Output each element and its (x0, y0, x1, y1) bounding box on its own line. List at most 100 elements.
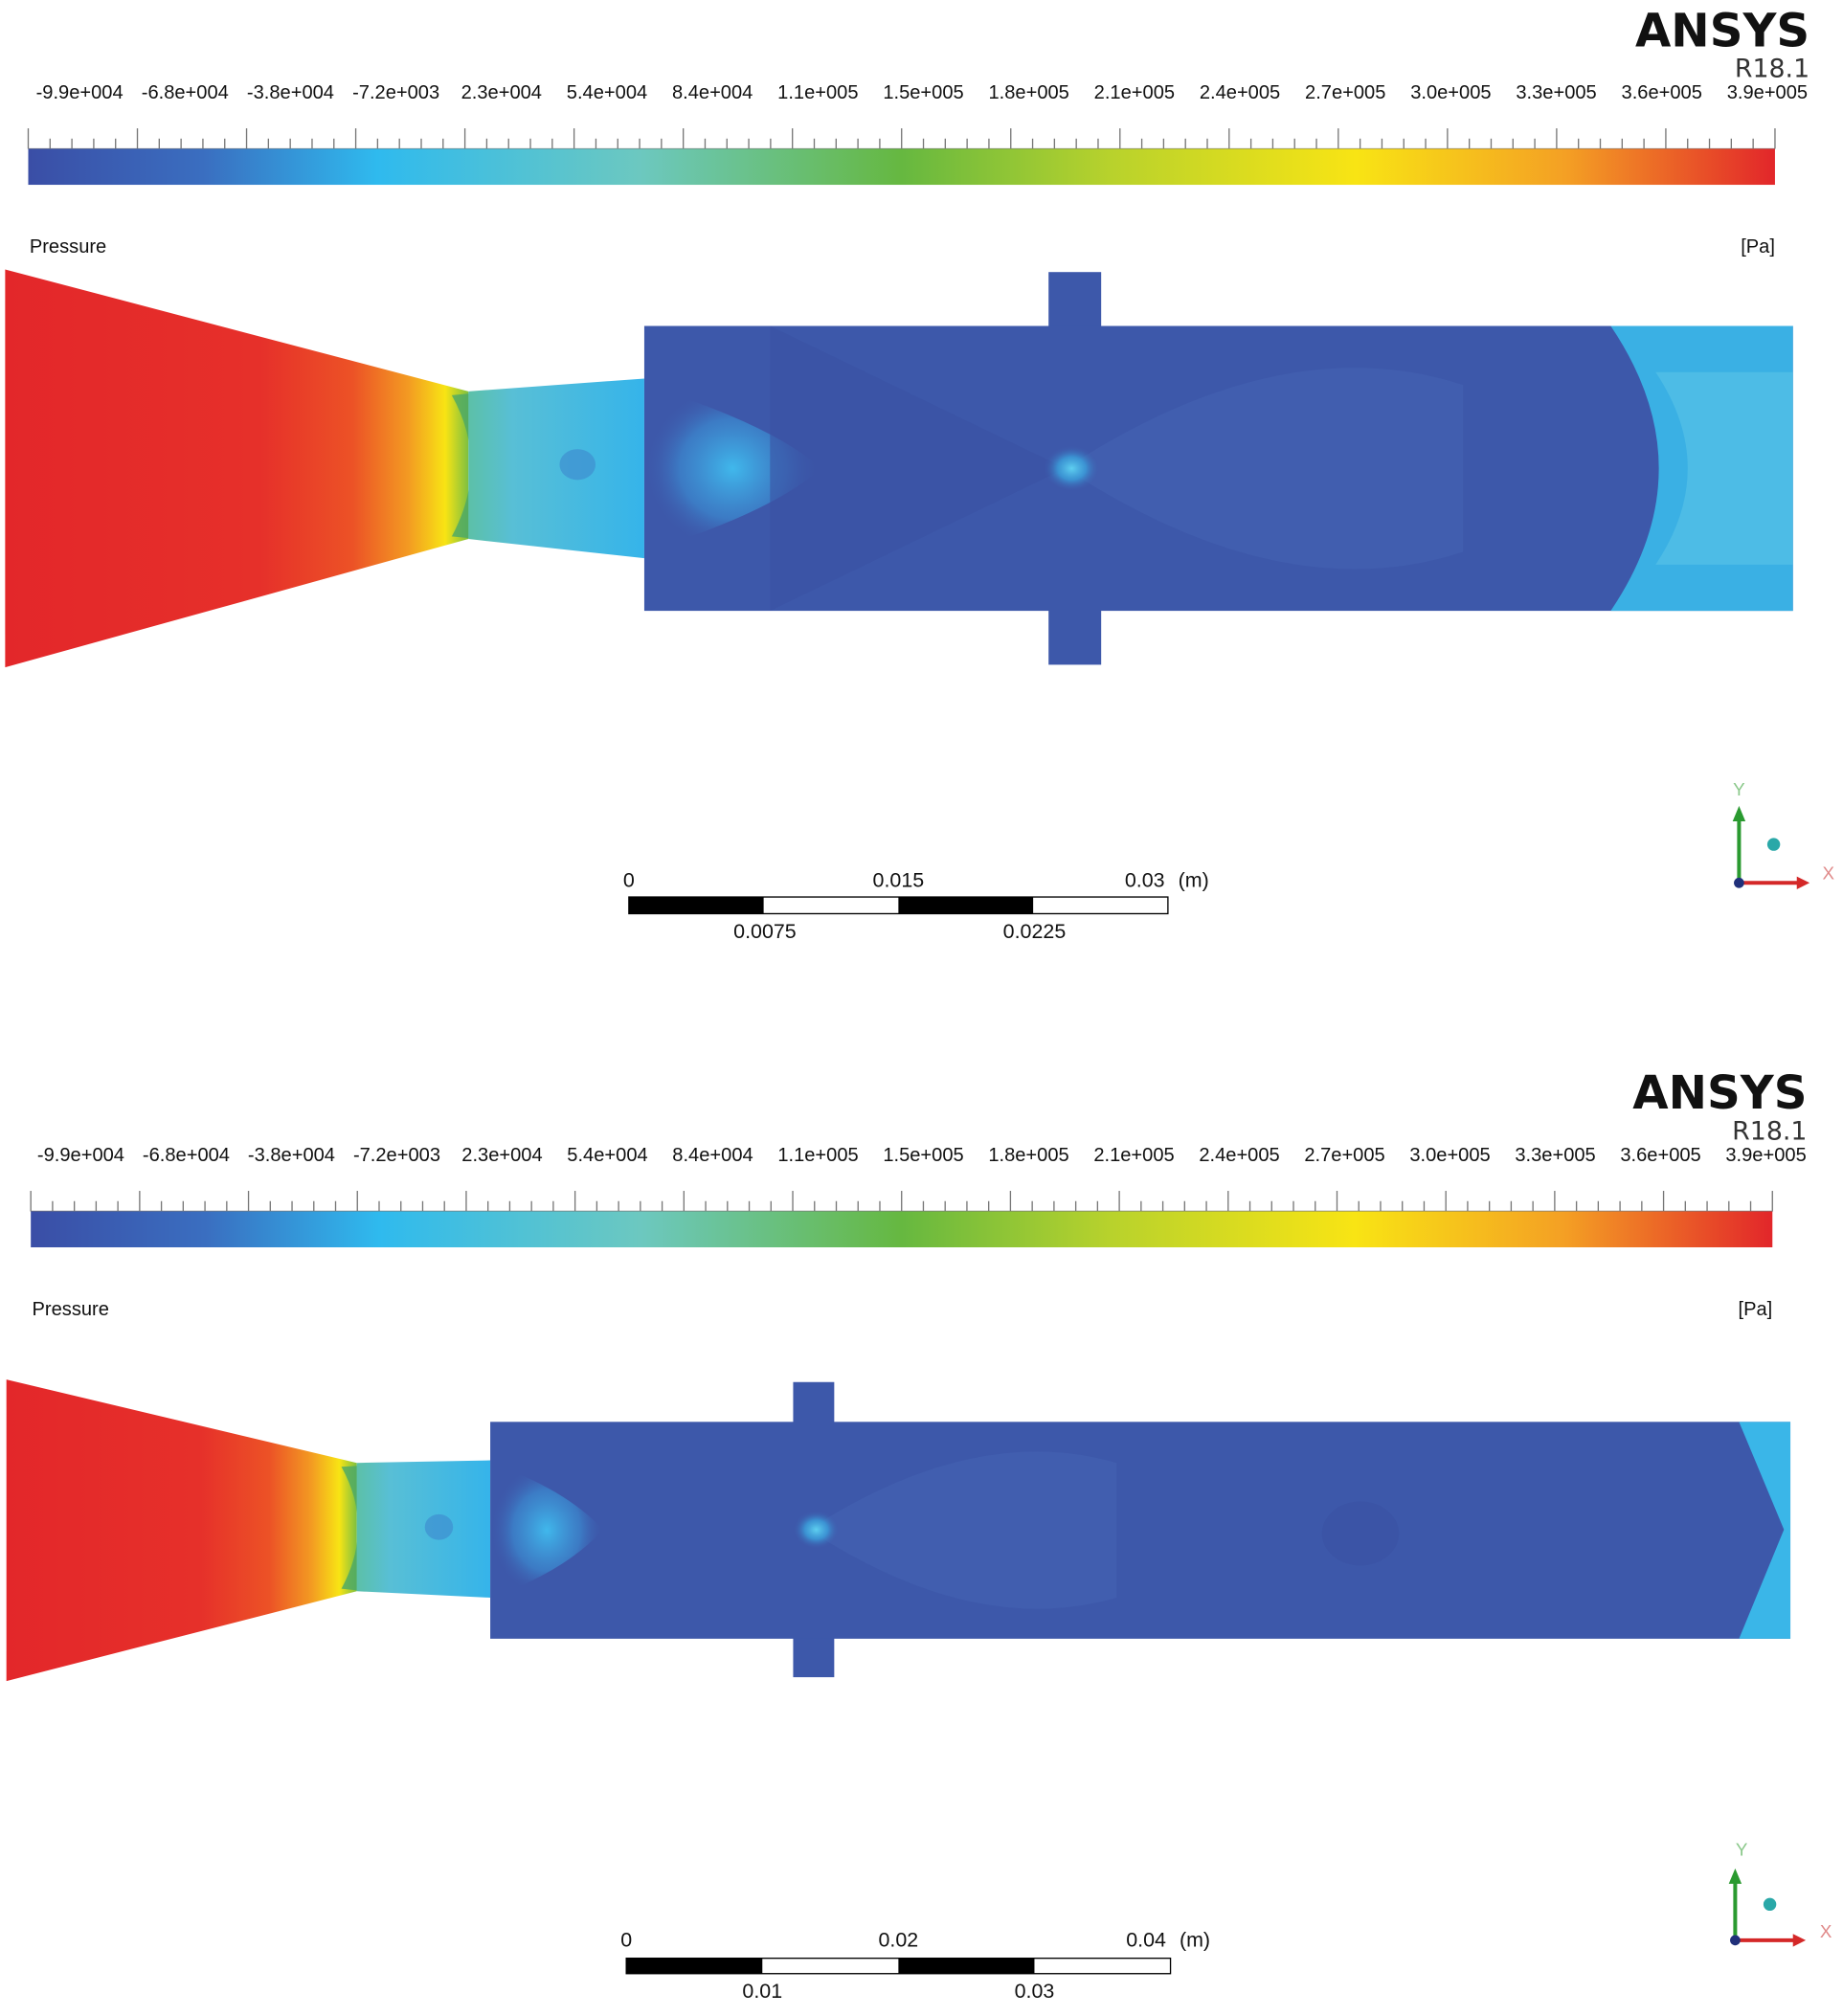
legend-label: 1.1e+005 (777, 82, 858, 103)
shape-path (643, 385, 821, 552)
shape-polygon (1728, 1868, 1742, 1884)
shape-circle (1730, 1935, 1741, 1946)
axis-label: Y (1733, 779, 1745, 799)
shape-polygon (5, 269, 469, 668)
legend-label: 2.1e+005 (1093, 1145, 1174, 1166)
shape-rect (490, 1422, 1791, 1639)
scale-bar: 0 0.02 0.04 (m) 0.01 0.03 (620, 1929, 1210, 2004)
shape-rect (898, 897, 1034, 914)
shape-polygon (6, 1379, 357, 1682)
scale-label: 0.02 (879, 1929, 919, 1952)
scale-label: 0 (623, 868, 635, 891)
legend-label: -6.8e+004 (143, 1145, 230, 1166)
legend-label: 5.4e+004 (567, 1145, 647, 1166)
contour-panel: ANSYS R18.1 -9.9e+004 -6.8e+004 -3.8e+004-… (6, 1066, 1832, 2004)
legend-label: 3.3e+005 (1516, 82, 1596, 103)
pressure-field (6, 1379, 1791, 1682)
legend-label: 1.5e+005 (883, 82, 963, 103)
logo: ANSYS (1632, 1066, 1807, 1120)
legend-label: 1.5e+005 (883, 1145, 963, 1166)
scale-label: 0.01 (742, 1980, 782, 2003)
shape-path (1655, 371, 1793, 565)
version: R18.1 (1735, 54, 1809, 83)
legend: -9.9e+004 -6.8e+004 -3.8e+004 -7.2e+003 2.3e… (27, 82, 1808, 186)
legend-label: 3.0e+005 (1410, 82, 1491, 103)
legend-label: 5.4e+004 (567, 82, 647, 103)
axis-triad: Y X (1728, 1839, 1832, 1947)
legend-label: 2.3e+004 (461, 1145, 542, 1166)
shape-ellipse (424, 1513, 454, 1540)
legend-label: -6.8e+004 (142, 82, 229, 103)
shape-polygon (468, 378, 644, 559)
scale-bar: 0 0.015 0.03 (m) 0.0075 0.0225 (623, 868, 1209, 943)
scale-unit: (m) (1180, 1929, 1210, 1952)
colorbar (31, 1211, 1773, 1248)
axis-label: Y (1736, 1839, 1748, 1859)
legend: -9.9e+004 -6.8e+004 -3.8e+004 -7.2e+003 2.3e… (30, 1145, 1807, 1248)
axis-label: X (1823, 862, 1835, 883)
legend-label: 3.9e+005 (1727, 82, 1808, 103)
scale-label: 0.0225 (1003, 920, 1067, 943)
shape-rect (898, 1958, 1035, 1974)
legend-label: 2.1e+005 (1094, 82, 1175, 103)
scale-label: 0.03 (1015, 1980, 1055, 2003)
contour-panel: ANSYS R18.1 -9.9e+004 -6.8e+004 -3.8e+004-… (5, 4, 1835, 943)
axis-triad: Y X (1732, 779, 1835, 890)
version: R18.1 (1732, 1116, 1807, 1146)
shape-circle (1763, 1897, 1777, 1912)
pressure-field (5, 269, 1793, 668)
legend-label: 2.4e+005 (1199, 1145, 1279, 1166)
colorbar (28, 148, 1775, 186)
scale-label: 0.0075 (733, 920, 797, 943)
legend-label: 3.6e+005 (1622, 82, 1702, 103)
legend-unit: [Pa] (1739, 1299, 1773, 1320)
shape-path (1739, 1422, 1791, 1639)
legend-label: -7.2e+003 (352, 82, 439, 103)
legend-title: Pressure (30, 236, 106, 258)
shape-ellipse (793, 1510, 840, 1550)
legend-title: Pressure (33, 1299, 109, 1320)
shape-circle (1734, 877, 1744, 888)
legend-label: 8.4e+004 (672, 1145, 753, 1166)
shape-rect (628, 897, 764, 914)
legend-label: -3.8e+004 (248, 1145, 335, 1166)
shape-polygon (1792, 1934, 1807, 1947)
legend-unit: [Pa] (1741, 236, 1775, 258)
scale-label: 0.03 (1125, 868, 1165, 891)
legend-label: 1.1e+005 (777, 1145, 858, 1166)
shape-rect (626, 1958, 763, 1974)
legend-label: 8.4e+004 (672, 82, 753, 103)
legend-label: 3.0e+005 (1409, 1145, 1490, 1166)
scale-unit: (m) (1179, 868, 1209, 891)
shape-ellipse (1321, 1501, 1400, 1566)
legend-label: 2.7e+005 (1305, 82, 1385, 103)
legend-label: -7.2e+003 (353, 1145, 440, 1166)
shape-ellipse (1043, 445, 1100, 492)
legend-label: 2.4e+005 (1200, 82, 1280, 103)
legend-label: -9.9e+004 (36, 82, 124, 103)
scale-label: 0.04 (1126, 1929, 1166, 1952)
scale-label: 0 (620, 1929, 632, 1952)
shape-polygon (1732, 805, 1746, 821)
legend-label: 3.3e+005 (1515, 1145, 1595, 1166)
legend-label: 1.8e+005 (988, 1145, 1068, 1166)
shape-path (770, 325, 1066, 612)
legend-label: -9.9e+004 (37, 1145, 124, 1166)
shape-path (1065, 368, 1464, 570)
legend-label: 2.7e+005 (1304, 1145, 1384, 1166)
shape-path (808, 1451, 1117, 1609)
legend-label: -3.8e+004 (247, 82, 334, 103)
legend-label: 3.6e+005 (1620, 1145, 1700, 1166)
legend-label: 1.8e+005 (988, 82, 1068, 103)
shape-polygon (356, 1460, 491, 1598)
scale-label: 0.015 (873, 868, 925, 891)
shape-ellipse (559, 449, 596, 481)
legend-label: 3.9e+005 (1725, 1145, 1806, 1166)
shape-path (490, 1463, 604, 1598)
shape-polygon (1796, 876, 1810, 890)
shape-circle (1766, 838, 1781, 851)
legend-label: 2.3e+004 (461, 82, 542, 103)
axis-label: X (1820, 1921, 1832, 1941)
logo: ANSYS (1635, 4, 1809, 57)
